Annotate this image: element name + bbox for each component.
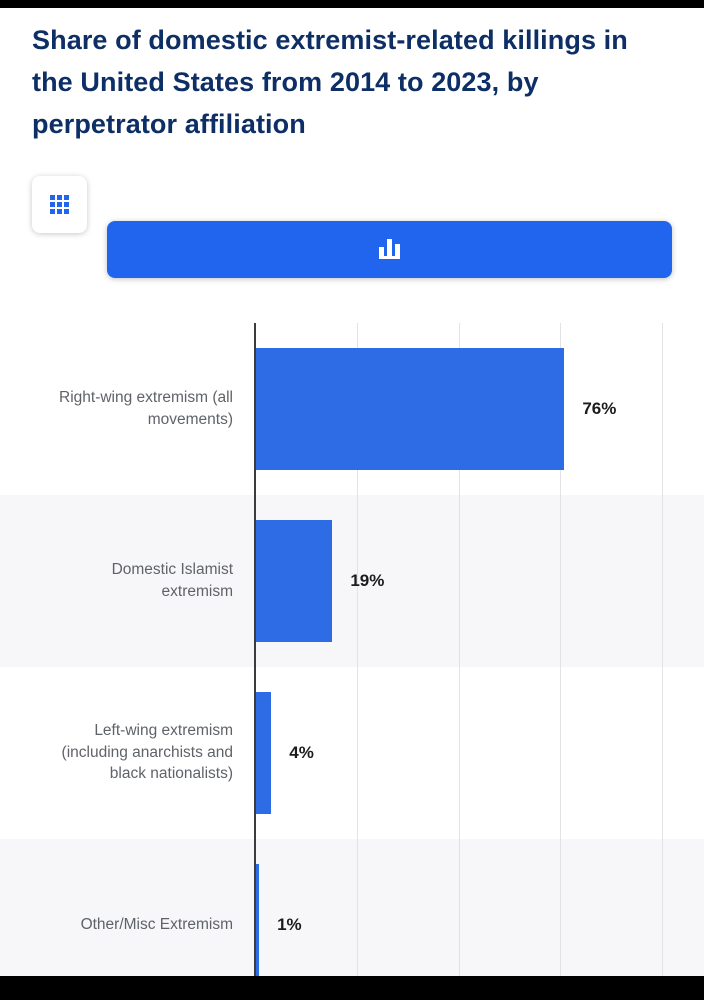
bar-chart-icon (378, 239, 400, 260)
view-toggle-toolbar (32, 175, 672, 278)
category-label: Other/Misc Extremism (80, 915, 233, 933)
grid-icon (49, 194, 69, 214)
category-label: Left-wing extremism (including anarchist… (61, 722, 233, 783)
row-plot-area: 76% (255, 323, 704, 495)
value-label: 19% (350, 570, 385, 590)
category-label: Right-wing extremism (all movements) (59, 388, 233, 428)
value-label: 4% (289, 742, 314, 762)
row-plot-area: 19% (255, 495, 704, 667)
value-label: 1% (277, 914, 302, 934)
table-view-button[interactable] (32, 175, 87, 233)
bar[interactable] (255, 691, 272, 814)
bar-chart: Right-wing extremism (all movements) 76% D… (0, 322, 704, 1000)
chart-row: Domestic Islamist extremism 19% (0, 494, 704, 667)
value-label: 76% (582, 398, 617, 418)
row-plot-area: 4% (255, 667, 704, 839)
page-title: Share of domestic extremist-related kill… (32, 25, 628, 139)
bottom-frame-bar (0, 976, 704, 1000)
chart-row: Right-wing extremism (all movements) 76% (0, 323, 704, 495)
category-label: Domestic Islamist extremism (111, 560, 233, 600)
chart-row: Other/Misc Extremism 1% (0, 838, 704, 1000)
bar[interactable] (255, 863, 260, 986)
bar[interactable] (255, 347, 565, 470)
chart-view-button[interactable] (106, 220, 672, 278)
chart-row: Left-wing extremism (including anarchist… (0, 667, 704, 839)
bar[interactable] (255, 519, 333, 642)
row-plot-area: 1% (255, 839, 704, 1000)
chart-rows: Right-wing extremism (all movements) 76% D… (0, 323, 704, 1000)
top-frame-bar (0, 0, 704, 8)
